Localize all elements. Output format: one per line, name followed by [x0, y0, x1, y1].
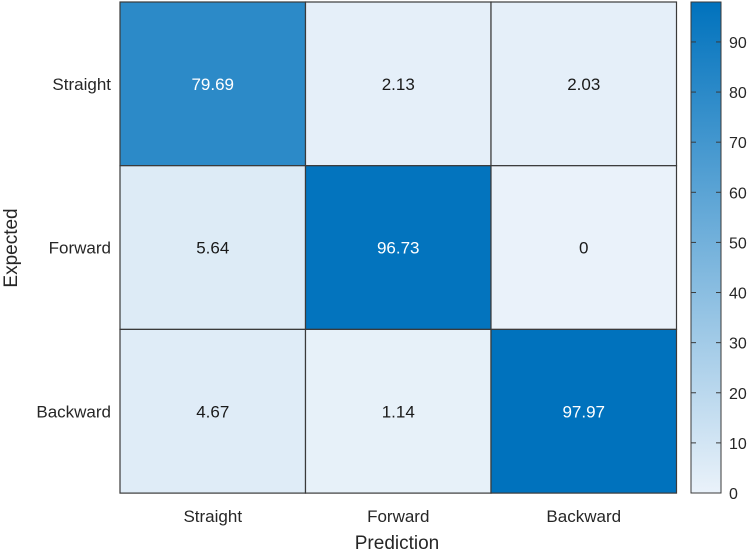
heatmap-cell [490, 165, 678, 330]
colorbar: 0 10 20 30 40 50 60 70 80 90 [690, 1, 747, 503]
colorbar-tick-label: 10 [729, 436, 747, 453]
cell-value-label: 5.64 [196, 239, 229, 258]
colorbar-tick-label: 70 [729, 135, 747, 152]
heatmap-cells: 79.69 2.13 2.03 5.64 96.73 0 4.67 1.14 97.97 [119, 1, 678, 494]
cell-value-label: 4.67 [196, 402, 229, 421]
colorbar-tick-label: 80 [729, 85, 747, 102]
cell-value-label: 0 [579, 239, 588, 258]
heatmap-cell [119, 328, 307, 494]
heatmap-cell [490, 328, 678, 494]
cell-value-label: 2.03 [567, 75, 600, 94]
heatmap-cell [304, 165, 492, 330]
x-axis-label: Prediction [355, 533, 440, 551]
heatmap-cell [490, 1, 678, 167]
colorbar-tick-label: 90 [729, 35, 747, 52]
cell-value-label: 2.13 [382, 75, 415, 94]
heatmap-cell [119, 165, 307, 330]
y-axis-label: Expected [1, 208, 22, 287]
x-tick-label: Backward [546, 507, 621, 526]
y-tick-labels: Straight Forward Backward [36, 75, 111, 421]
y-tick-label: Forward [49, 239, 111, 258]
cell-value-label: 96.73 [377, 239, 420, 258]
x-tick-labels: Straight Forward Backward [183, 507, 621, 526]
y-tick-label: Backward [36, 402, 111, 421]
colorbar-tick-label: 20 [729, 386, 747, 403]
heatmap-cell [304, 328, 492, 494]
cell-value-label: 97.97 [562, 402, 605, 421]
heatmap-cell [119, 1, 307, 167]
x-tick-label: Forward [367, 507, 429, 526]
colorbar-tick-label: 50 [729, 235, 747, 252]
colorbar-tick-label: 0 [729, 486, 738, 503]
colorbar-tick-label: 30 [729, 336, 747, 353]
colorbar-gradient [690, 1, 722, 494]
x-tick-label: Straight [183, 507, 242, 526]
colorbar-tick-label: 40 [729, 286, 747, 303]
cell-value-label: 1.14 [382, 402, 415, 421]
heatmap-cell [304, 1, 492, 167]
cell-value-label: 79.69 [191, 75, 234, 94]
y-tick-label: Straight [52, 75, 111, 94]
colorbar-tick-label: 60 [729, 185, 747, 202]
